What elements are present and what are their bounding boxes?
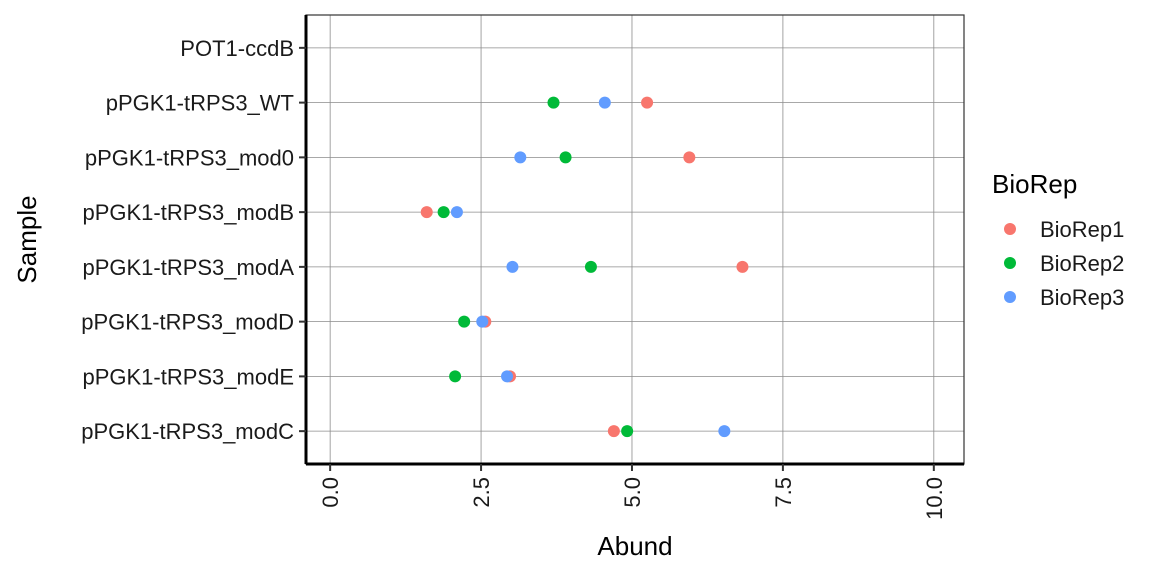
plot-panel-border — [305, 14, 965, 465]
y-tick-label: pPGK1-tRPS3_modC — [81, 419, 294, 444]
legend-items: BioRep1 BioRep2 BioRep3 — [1004, 217, 1124, 310]
legend-key — [1004, 291, 1016, 303]
legend-key — [1004, 257, 1016, 269]
data-point — [476, 315, 489, 328]
data-point — [718, 425, 731, 438]
legend-key — [1004, 223, 1016, 235]
data-point — [450, 206, 463, 219]
data-point — [449, 370, 462, 383]
legend: BioRep BioRep1 BioRep2 BioRep3 — [992, 169, 1124, 310]
x-tick-label: 0.0 — [318, 477, 343, 508]
data-point — [559, 151, 572, 164]
data-point — [607, 425, 620, 438]
legend-label: BioRep2 — [1040, 251, 1124, 276]
data-point — [501, 370, 514, 383]
y-tick-label: pPGK1-tRPS3_modD — [81, 310, 294, 335]
data-points — [420, 96, 749, 438]
x-tick-label: 7.5 — [771, 477, 796, 508]
y-axis-title: Sample — [12, 195, 42, 283]
data-point — [506, 260, 519, 273]
y-tick-label: pPGK1-tRPS3_modA — [82, 255, 294, 280]
x-tick-label: 5.0 — [620, 477, 645, 508]
data-point — [514, 151, 527, 164]
data-point — [598, 96, 611, 109]
data-point — [683, 151, 696, 164]
x-tick-label: 10.0 — [922, 477, 947, 520]
legend-label: BioRep1 — [1040, 217, 1124, 242]
x-axis-title: Abund — [597, 531, 672, 561]
y-tick-label: POT1-ccdB — [180, 36, 294, 61]
axes — [304, 15, 964, 466]
data-point — [621, 425, 634, 438]
data-point — [458, 315, 471, 328]
data-point — [736, 260, 749, 273]
y-tick-label: pPGK1-tRPS3_WT — [106, 91, 294, 116]
y-tick-label: pPGK1-tRPS3_modB — [82, 200, 294, 225]
data-point — [584, 260, 597, 273]
data-point — [547, 96, 560, 109]
grid-lines — [306, 15, 964, 464]
x-tick-label: 2.5 — [469, 477, 494, 508]
y-tick-label: pPGK1-tRPS3_modE — [82, 364, 294, 389]
data-point — [641, 96, 654, 109]
tick-labels: POT1-ccdB pPGK1-tRPS3_WT pPGK1-tRPS3_mod0p… — [81, 36, 947, 520]
legend-label: BioRep3 — [1040, 285, 1124, 310]
y-tick-label: pPGK1-tRPS3_mod0 — [85, 145, 294, 170]
data-point — [437, 206, 450, 219]
data-point — [420, 206, 433, 219]
legend-title: BioRep — [992, 169, 1077, 199]
